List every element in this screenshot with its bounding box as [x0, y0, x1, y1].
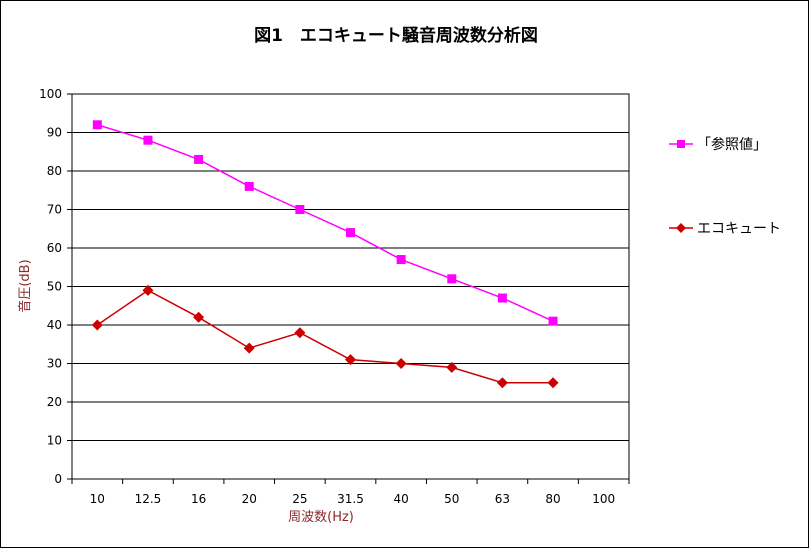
legend-marker-reference	[677, 140, 685, 148]
y-tick-labels: 0 10 20 30 40 50 60 70 80 90 100	[39, 87, 62, 486]
data-point	[243, 342, 255, 354]
x-tick-label: 40	[393, 492, 408, 506]
data-point	[92, 120, 102, 130]
legend: 「参照値」 エコキュート	[669, 136, 781, 237]
x-tick-label: 80	[545, 492, 560, 506]
data-point	[91, 319, 103, 331]
y-tick-label: 10	[47, 434, 62, 448]
data-point	[446, 361, 458, 373]
data-point	[345, 354, 356, 366]
y-tick-label: 60	[47, 241, 62, 255]
x-tick-label: 100	[592, 492, 615, 506]
data-point	[447, 274, 457, 284]
series-layer	[91, 120, 559, 389]
chart-title: 図1 エコキュート騒音周波数分析図	[254, 25, 538, 46]
x-tick-label: 25	[292, 492, 307, 506]
legend-label-reference: 「参照値」	[697, 136, 767, 153]
x-tick-label: 12.5	[135, 492, 162, 506]
data-point	[244, 181, 254, 191]
data-point	[142, 284, 154, 296]
x-tick-label: 20	[242, 492, 257, 506]
y-tick-label: 20	[47, 395, 62, 409]
y-tick-label: 70	[47, 203, 62, 217]
x-axis-label: 周波数(Hz)	[288, 510, 354, 525]
y-tick-label: 100	[39, 87, 62, 101]
x-tick-label: 16	[191, 492, 206, 506]
gridlines	[67, 93, 630, 484]
x-tick-label: 31.5	[337, 492, 364, 506]
x-tick-label: 10	[90, 492, 105, 506]
x-tick-label: 50	[444, 492, 459, 506]
y-tick-label: 40	[47, 318, 62, 332]
data-point	[497, 293, 507, 303]
y-tick-label: 30	[47, 357, 62, 371]
data-point	[548, 316, 558, 326]
data-point	[547, 377, 559, 389]
y-tick-label: 90	[47, 126, 62, 140]
data-point	[395, 358, 407, 369]
y-tick-label: 50	[47, 280, 62, 294]
data-point	[496, 377, 508, 389]
y-tick-label: 0	[54, 472, 62, 486]
legend-item-ecocute: エコキュート	[669, 221, 781, 237]
x-tick-label: 63	[495, 492, 510, 506]
legend-marker-ecocute	[676, 223, 686, 233]
data-point	[396, 255, 406, 265]
data-point	[295, 205, 305, 214]
x-tick-labels: 10 12.5 16 20 25 31.5 40 50 63 80 100	[90, 492, 615, 506]
series-line	[97, 124, 554, 322]
data-point	[294, 327, 306, 339]
data-point	[346, 228, 355, 238]
series-line	[96, 289, 554, 384]
y-axis-label: 音圧(dB)	[17, 259, 33, 312]
y-tick-label: 80	[47, 164, 62, 178]
legend-item-reference: 「参照値」	[669, 136, 767, 153]
legend-label-ecocute: エコキュート	[697, 221, 781, 237]
data-point	[143, 135, 153, 145]
data-point	[193, 311, 205, 323]
data-point	[194, 154, 204, 164]
